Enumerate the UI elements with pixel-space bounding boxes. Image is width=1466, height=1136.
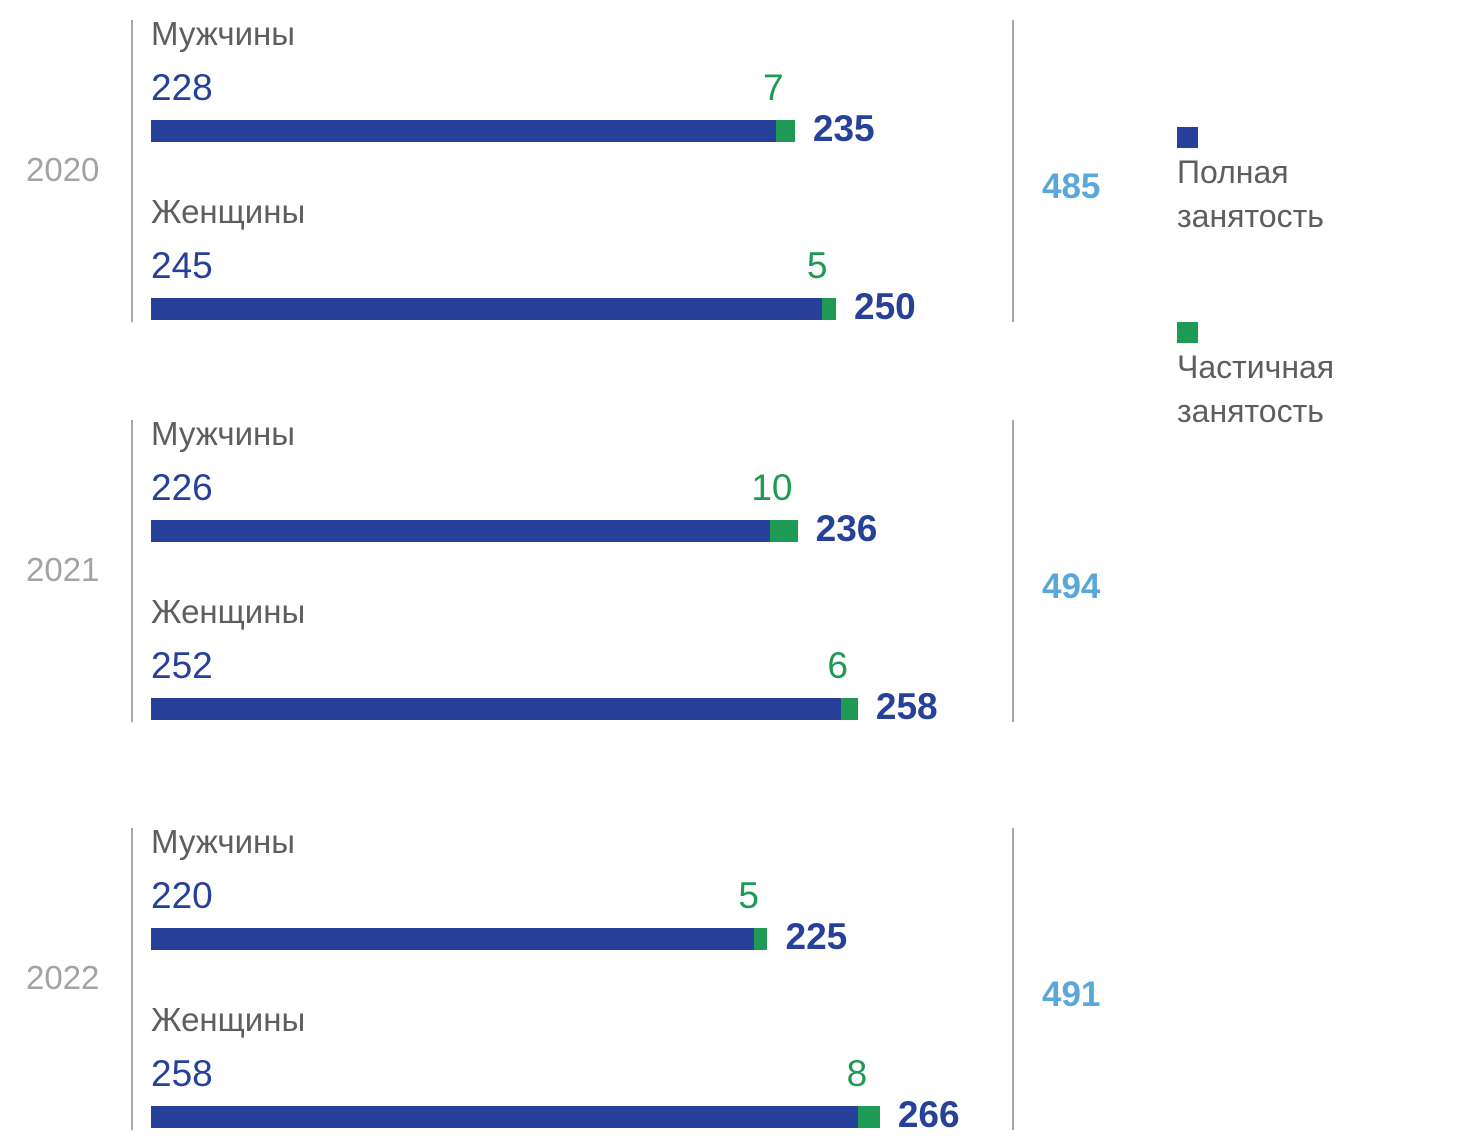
full-time-bar [151,698,842,720]
full-time-bar [151,928,754,950]
legend-item: Полная занятость [1177,127,1437,238]
category-label: Женщины [151,193,306,230]
legend-swatch [1177,127,1198,148]
part-time-value: 8 [846,1053,868,1094]
part-time-value: 5 [806,245,828,286]
full-time-bar [151,520,771,542]
part-time-bar [770,520,798,542]
legend-label: Частичная занятость [1177,349,1335,429]
category-label: Мужчины [151,15,296,52]
category-label: Женщины [151,1001,306,1038]
full-time-bar [151,298,823,320]
group-right-divider [1012,20,1014,322]
full-time-value: 252 [151,645,213,686]
legend-item: Частичная занятость [1177,322,1437,433]
row-total-value: 235 [812,108,875,149]
full-time-value: 220 [151,875,213,916]
category-label: Женщины [151,593,306,630]
year-label: 2021 [26,551,100,588]
row-total-value: 236 [815,508,878,549]
legend-label: Полная занятость [1177,154,1324,234]
part-time-bar [857,1106,880,1128]
full-time-bar [151,1106,858,1128]
row-total-value: 258 [875,686,938,727]
row-total-value: 266 [897,1094,960,1135]
group-left-divider [131,828,133,1130]
full-time-value: 226 [151,467,213,508]
part-time-bar [822,298,836,320]
group-left-divider [131,420,133,722]
year-label: 2020 [26,151,100,188]
part-time-bar [841,698,858,720]
group-right-divider [1012,420,1014,722]
year-total-value: 494 [1042,567,1101,606]
full-time-bar [151,120,776,142]
row-total-value: 225 [785,916,848,957]
full-time-value: 258 [151,1053,213,1094]
row-total-value: 250 [854,286,916,327]
part-time-value: 10 [751,467,793,508]
legend-swatch [1177,322,1198,343]
full-time-value: 245 [151,245,213,286]
part-time-bar [753,928,768,950]
group-right-divider [1012,828,1014,1130]
category-label: Мужчины [151,415,296,452]
part-time-value: 6 [827,645,848,686]
year-total-value: 485 [1042,167,1101,206]
group-left-divider [131,20,133,322]
year-total-value: 491 [1042,975,1101,1014]
year-label: 2022 [26,959,100,996]
part-time-value: 5 [738,875,759,916]
category-label: Мужчины [151,823,296,860]
part-time-value: 7 [763,67,784,108]
full-time-value: 228 [151,67,213,108]
part-time-bar [775,120,795,142]
